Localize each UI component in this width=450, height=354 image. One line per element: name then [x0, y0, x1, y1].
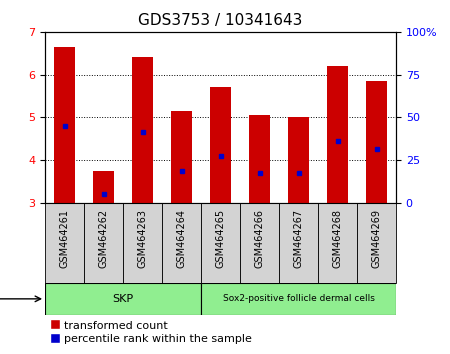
- FancyBboxPatch shape: [279, 203, 318, 283]
- FancyBboxPatch shape: [357, 203, 396, 283]
- FancyBboxPatch shape: [84, 203, 123, 283]
- Bar: [366, 81, 387, 203]
- Bar: [210, 87, 231, 203]
- Bar: [93, 171, 114, 203]
- Text: Sox2-positive follicle dermal cells: Sox2-positive follicle dermal cells: [223, 295, 374, 303]
- Text: GSM464263: GSM464263: [138, 209, 148, 268]
- Legend: transformed count, percentile rank within the sample: transformed count, percentile rank withi…: [50, 320, 252, 344]
- Title: GDS3753 / 10341643: GDS3753 / 10341643: [138, 13, 303, 28]
- FancyBboxPatch shape: [123, 203, 162, 283]
- FancyBboxPatch shape: [45, 203, 84, 283]
- FancyBboxPatch shape: [162, 203, 201, 283]
- Bar: [288, 117, 309, 203]
- Text: SKP: SKP: [112, 294, 134, 304]
- FancyBboxPatch shape: [45, 283, 201, 315]
- Text: GSM464267: GSM464267: [293, 209, 303, 268]
- Bar: [54, 47, 75, 203]
- Bar: [327, 66, 348, 203]
- Text: GSM464262: GSM464262: [99, 209, 108, 268]
- Bar: [171, 111, 192, 203]
- FancyBboxPatch shape: [240, 203, 279, 283]
- Text: GSM464269: GSM464269: [372, 209, 382, 268]
- FancyBboxPatch shape: [201, 203, 240, 283]
- Text: GSM464265: GSM464265: [216, 209, 225, 268]
- Text: GSM464261: GSM464261: [59, 209, 69, 268]
- Text: GSM464268: GSM464268: [333, 209, 342, 268]
- Text: GSM464264: GSM464264: [176, 209, 186, 268]
- FancyBboxPatch shape: [201, 283, 396, 315]
- FancyBboxPatch shape: [318, 203, 357, 283]
- Text: GSM464266: GSM464266: [255, 209, 265, 268]
- Bar: [132, 57, 153, 203]
- Bar: [249, 115, 270, 203]
